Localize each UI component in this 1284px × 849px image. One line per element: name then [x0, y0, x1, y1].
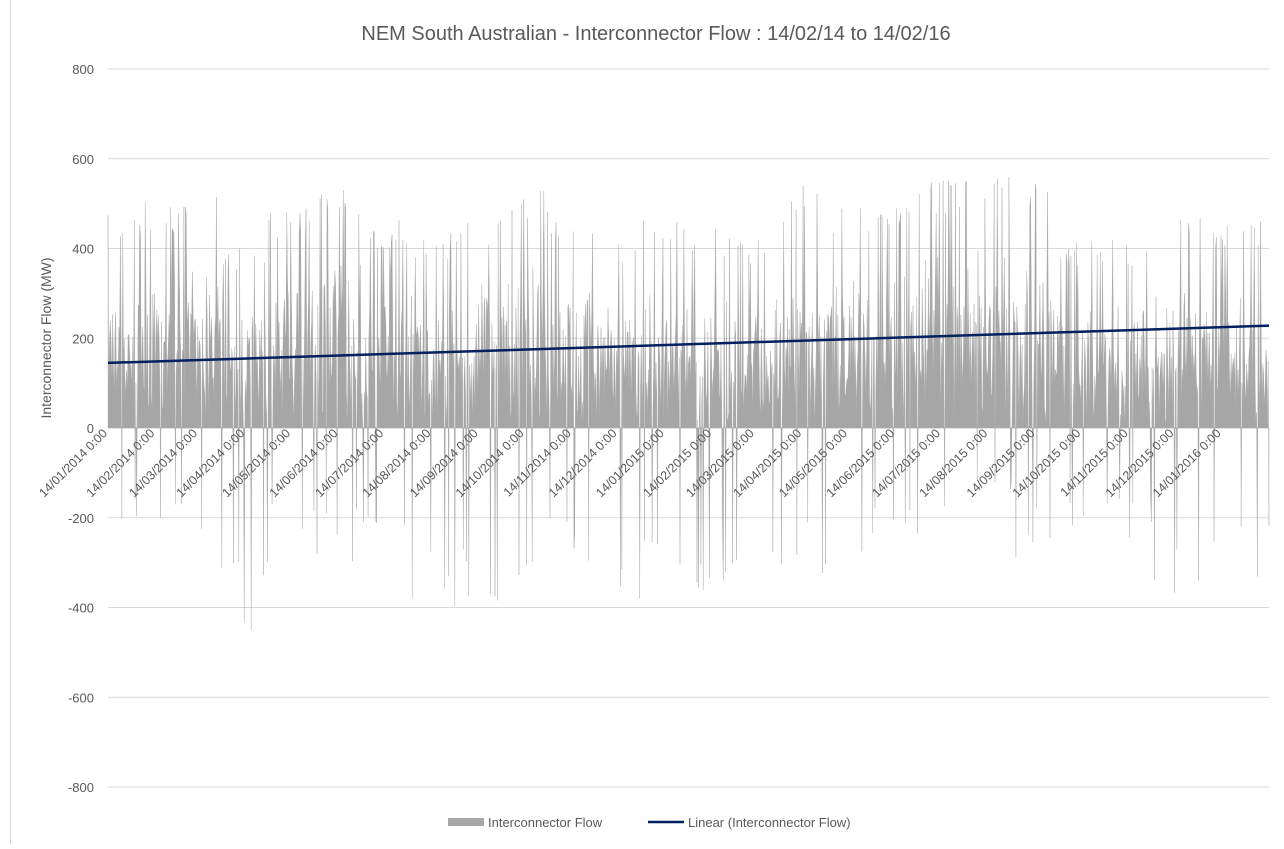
y-tick-label: -600 — [68, 690, 94, 705]
legend-label-interconnector-flow: Interconnector Flow — [488, 815, 603, 830]
y-tick-label: 200 — [72, 331, 94, 346]
chart-frame: NEM South Australian - Interconnector Fl… — [10, 0, 1284, 844]
y-tick-label: 600 — [72, 152, 94, 167]
y-axis-title: Interconnector Flow (MW) — [38, 257, 54, 418]
y-axis-ticks: 800 600 400 200 0 -200 -400 -600 -800 — [68, 62, 94, 795]
y-tick-label: -200 — [68, 511, 94, 526]
y-tick-label: 800 — [72, 62, 94, 77]
y-tick-label: -400 — [68, 601, 94, 616]
legend-label-linear-trend: Linear (Interconnector Flow) — [688, 815, 851, 830]
legend: Interconnector Flow Linear (Interconnect… — [448, 815, 851, 830]
y-tick-label: 400 — [72, 242, 94, 257]
chart-svg: NEM South Australian - Interconnector Fl… — [36, 23, 1270, 830]
y-tick-label: -800 — [68, 780, 94, 795]
area-series — [107, 177, 1270, 631]
chart-title: NEM South Australian - Interconnector Fl… — [361, 23, 950, 45]
trendline-series — [107, 324, 1270, 365]
interconnector-flow-area — [107, 177, 1270, 631]
y-tick-label: 0 — [87, 421, 94, 436]
linear-trendline — [107, 324, 1270, 365]
legend-swatch-interconnector-flow — [448, 818, 484, 826]
